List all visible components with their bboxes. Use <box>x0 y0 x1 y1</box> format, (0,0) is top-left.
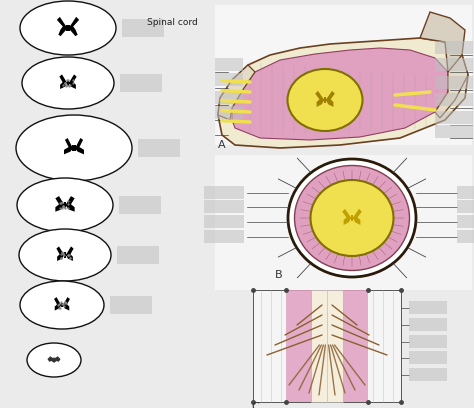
Polygon shape <box>74 138 84 154</box>
Polygon shape <box>55 196 65 212</box>
Polygon shape <box>65 196 74 212</box>
Bar <box>409 318 447 331</box>
Bar <box>204 200 244 213</box>
Polygon shape <box>59 74 68 89</box>
Ellipse shape <box>288 159 416 277</box>
Bar <box>435 125 473 138</box>
Text: A: A <box>218 140 226 150</box>
Polygon shape <box>64 138 74 154</box>
Bar <box>435 93 473 106</box>
Text: B: B <box>275 270 283 280</box>
Polygon shape <box>61 303 64 307</box>
Polygon shape <box>435 55 468 118</box>
Bar <box>204 186 244 199</box>
Polygon shape <box>62 297 70 310</box>
Ellipse shape <box>22 57 114 109</box>
Polygon shape <box>66 25 70 31</box>
Polygon shape <box>342 209 352 225</box>
Polygon shape <box>420 12 465 72</box>
Polygon shape <box>47 356 61 363</box>
Polygon shape <box>72 145 76 151</box>
Bar <box>457 186 474 199</box>
Bar <box>286 290 368 402</box>
Bar <box>253 290 401 402</box>
Bar <box>117 246 159 264</box>
Bar <box>119 196 161 214</box>
Bar <box>215 58 243 71</box>
Bar <box>215 106 243 119</box>
Polygon shape <box>315 91 325 107</box>
Bar <box>215 73 243 86</box>
Polygon shape <box>352 209 362 225</box>
Ellipse shape <box>20 1 116 55</box>
Ellipse shape <box>19 229 111 281</box>
Bar <box>253 290 401 402</box>
Bar <box>215 155 472 290</box>
Bar <box>311 290 343 402</box>
Ellipse shape <box>27 343 81 377</box>
Polygon shape <box>218 65 255 120</box>
Polygon shape <box>324 97 327 103</box>
Polygon shape <box>54 297 62 310</box>
Bar <box>457 200 474 213</box>
Bar <box>457 230 474 243</box>
Bar <box>409 301 447 314</box>
Polygon shape <box>68 17 79 36</box>
Text: C: C <box>251 402 259 408</box>
Polygon shape <box>64 202 66 208</box>
Bar <box>110 296 152 314</box>
Polygon shape <box>232 48 448 140</box>
Ellipse shape <box>17 178 113 232</box>
Bar <box>204 230 244 243</box>
Polygon shape <box>325 91 335 107</box>
Polygon shape <box>218 38 468 148</box>
Bar <box>120 74 162 92</box>
Polygon shape <box>56 246 65 261</box>
Ellipse shape <box>310 180 393 256</box>
Bar <box>435 58 473 71</box>
Ellipse shape <box>294 166 410 271</box>
Bar <box>215 5 472 145</box>
Bar <box>457 215 474 228</box>
Bar <box>204 215 244 228</box>
Bar <box>435 111 473 124</box>
Polygon shape <box>57 17 68 36</box>
Polygon shape <box>68 74 77 89</box>
Bar <box>409 368 447 381</box>
Ellipse shape <box>16 115 132 181</box>
Bar <box>409 351 447 364</box>
Bar <box>435 76 473 89</box>
Polygon shape <box>64 253 66 257</box>
Bar <box>435 41 473 54</box>
Bar <box>409 335 447 348</box>
Ellipse shape <box>288 69 363 131</box>
Bar <box>215 91 243 104</box>
Ellipse shape <box>20 281 104 329</box>
Bar <box>138 139 180 157</box>
Polygon shape <box>66 80 69 86</box>
Polygon shape <box>351 215 354 221</box>
Polygon shape <box>65 246 73 261</box>
Text: Spinal cord: Spinal cord <box>147 18 198 27</box>
Bar <box>122 19 164 37</box>
